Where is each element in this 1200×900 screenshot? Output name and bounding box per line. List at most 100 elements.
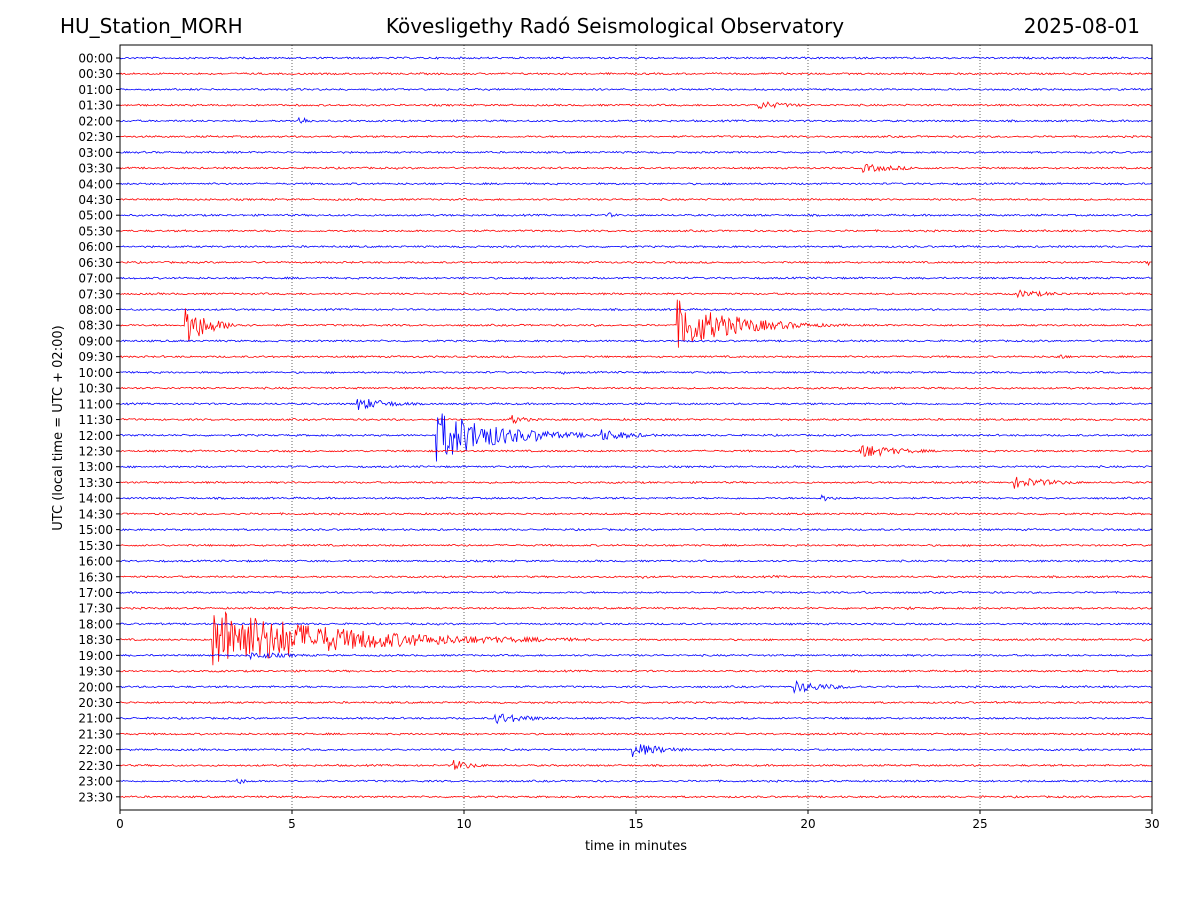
y-tick-label: 22:00 — [78, 743, 113, 757]
x-tick-label: 20 — [800, 817, 815, 831]
trace-0000 — [119, 56, 1153, 60]
trace-0830 — [119, 299, 1153, 348]
x-tick-label: 0 — [116, 817, 124, 831]
y-tick-label: 15:30 — [78, 539, 113, 553]
trace-1700 — [119, 590, 1153, 595]
x-tick-label: 15 — [628, 817, 643, 831]
y-tick-label: 18:30 — [78, 633, 113, 647]
y-tick-label: 06:30 — [78, 256, 113, 270]
trace-1400 — [119, 494, 1153, 502]
y-tick-label: 21:30 — [78, 727, 113, 741]
y-tick-label: 23:30 — [78, 790, 113, 804]
trace-0530 — [119, 229, 1153, 233]
y-tick-label: 00:00 — [78, 52, 113, 66]
y-tick-label: 20:30 — [78, 696, 113, 710]
trace-2000 — [119, 679, 1153, 694]
station-name: HU_Station_MORH — [60, 14, 243, 38]
trace-2200 — [119, 744, 1153, 758]
y-tick-label: 07:30 — [78, 287, 113, 301]
y-tick-label: 17:00 — [78, 586, 113, 600]
y-tick-label: 03:30 — [78, 162, 113, 176]
trace-1030 — [119, 386, 1153, 390]
y-tick-label: 09:30 — [78, 350, 113, 364]
y-tick-label: 03:00 — [78, 146, 113, 160]
trace-0500 — [119, 212, 1153, 218]
trace-1800 — [119, 622, 1153, 626]
y-tick-label: 19:00 — [78, 649, 113, 663]
trace-1330 — [119, 476, 1153, 489]
trace-1000 — [119, 370, 1153, 375]
y-tick-label: 04:30 — [78, 193, 113, 207]
y-tick-label: 10:30 — [78, 382, 113, 396]
trace-1830 — [119, 610, 1153, 666]
y-tick-label: 07:00 — [78, 272, 113, 286]
trace-0200 — [119, 116, 1153, 124]
trace-0330 — [119, 163, 1153, 174]
y-tick-label: 08:30 — [78, 319, 113, 333]
y-tick-label: 22:30 — [78, 759, 113, 773]
y-tick-label: 16:00 — [78, 555, 113, 569]
y-tick-label: 18:00 — [78, 617, 113, 631]
trace-0100 — [119, 87, 1153, 92]
trace-1730 — [119, 606, 1152, 611]
y-tick-label: 16:30 — [78, 570, 113, 584]
y-tick-label: 05:00 — [78, 209, 113, 223]
y-tick-label: 01:30 — [78, 99, 113, 113]
x-tick-label: 25 — [972, 817, 987, 831]
trace-1130 — [119, 415, 1153, 425]
trace-0430 — [119, 197, 1153, 202]
trace-1530 — [119, 543, 1153, 547]
trace-0900 — [120, 339, 1153, 343]
x-tick-label: 10 — [456, 817, 471, 831]
trace-1630 — [119, 574, 1153, 580]
trace-0600 — [119, 244, 1153, 249]
y-tick-label: 06:00 — [78, 240, 113, 254]
y-tick-label: 14:00 — [78, 492, 113, 506]
trace-2330 — [119, 795, 1153, 799]
trace-1500 — [119, 527, 1153, 532]
trace-0230 — [119, 134, 1153, 139]
trace-2300 — [119, 778, 1153, 785]
y-tick-label: 10:00 — [78, 366, 113, 380]
y-tick-label: 01:00 — [78, 83, 113, 97]
y-tick-label: 05:30 — [78, 224, 113, 238]
trace-1200 — [119, 413, 1153, 462]
seismic-traces — [119, 56, 1153, 799]
trace-2100 — [119, 713, 1153, 725]
y-tick-label: 09:00 — [78, 334, 113, 348]
y-tick-label: 02:00 — [78, 114, 113, 128]
y-tick-label: 04:00 — [78, 177, 113, 191]
x-axis-ticks: 0 5 10 15 20 25 30 — [116, 810, 1160, 831]
y-tick-label: 08:00 — [78, 303, 113, 317]
x-tick-label: 30 — [1144, 817, 1159, 831]
trace-1300 — [119, 465, 1153, 469]
x-tick-label: 5 — [288, 817, 296, 831]
y-tick-label: 17:30 — [78, 602, 113, 616]
chart-title: Kövesligethy Radó Seismological Observat… — [385, 14, 845, 38]
x-axis-label: time in minutes — [585, 839, 687, 854]
y-tick-label: 12:30 — [78, 445, 113, 459]
y-tick-label: 00:30 — [78, 67, 113, 81]
trace-1430 — [119, 512, 1153, 516]
y-tick-label: 19:30 — [78, 665, 113, 679]
y-tick-label: 11:00 — [78, 397, 113, 411]
trace-0730 — [119, 289, 1153, 299]
trace-0400 — [119, 182, 1153, 186]
trace-0030 — [119, 71, 1153, 76]
y-axis-label: UTC (local time = UTC + 02:00) — [51, 325, 66, 530]
trace-0930 — [119, 354, 1153, 359]
y-tick-label: 15:00 — [78, 523, 113, 537]
y-tick-label: 12:00 — [78, 429, 113, 443]
trace-0700 — [119, 276, 1153, 280]
y-tick-label: 23:00 — [78, 775, 113, 789]
trace-0130 — [119, 101, 1153, 110]
trace-2130 — [119, 732, 1153, 736]
trace-0630 — [119, 260, 1153, 267]
y-tick-label: 02:30 — [78, 130, 113, 144]
trace-2030 — [119, 700, 1153, 705]
y-tick-label: 14:30 — [78, 507, 113, 521]
trace-2230 — [119, 759, 1153, 770]
y-tick-label: 13:00 — [78, 460, 113, 474]
